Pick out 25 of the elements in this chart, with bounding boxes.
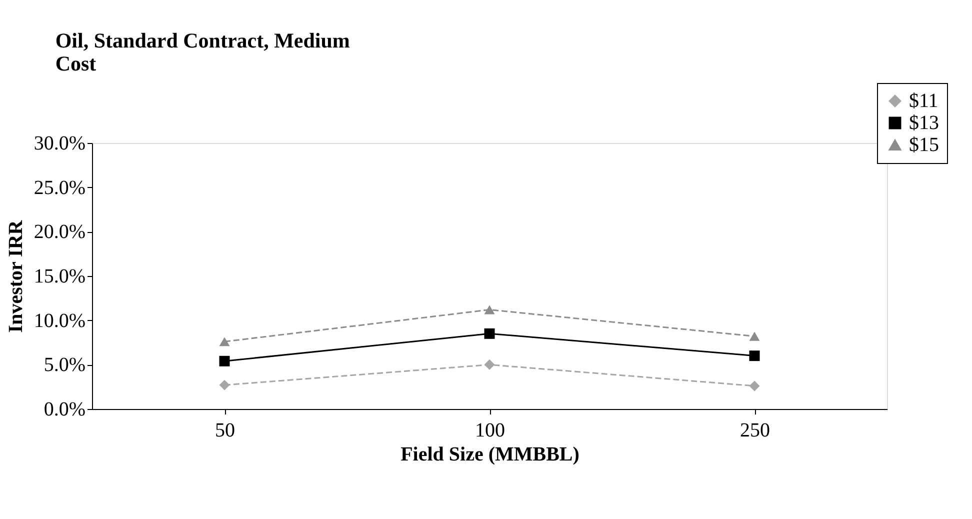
y-tick-label: 5.0% bbox=[44, 354, 86, 376]
chart-title: Oil, Standard Contract, Medium Cost bbox=[55, 28, 350, 76]
point bbox=[484, 359, 495, 370]
point bbox=[749, 350, 760, 362]
x-tick-label: 250 bbox=[740, 420, 770, 442]
legend-label: $11 bbox=[909, 90, 938, 112]
legend-label: $15 bbox=[909, 134, 939, 156]
legend-label: $13 bbox=[909, 112, 939, 134]
point bbox=[219, 337, 230, 346]
y-axis-title: Investor IRR bbox=[4, 220, 27, 333]
point bbox=[219, 356, 230, 366]
y-tick-label: 25.0% bbox=[34, 176, 86, 199]
x-tick-label: 50 bbox=[215, 420, 235, 442]
y-tick-label: 10.0% bbox=[34, 310, 86, 332]
point bbox=[484, 328, 495, 339]
point bbox=[484, 305, 495, 314]
y-tick-label: 15.0% bbox=[34, 266, 86, 288]
point bbox=[749, 332, 760, 341]
y-tick-label: 30.0% bbox=[34, 132, 86, 154]
y-tick-label: 0.0% bbox=[44, 398, 86, 420]
point bbox=[749, 380, 760, 392]
x-axis-title: Field Size (MMBBL) bbox=[400, 444, 580, 466]
y-tick-label: 20.0% bbox=[34, 221, 86, 244]
x-tick-label: 100 bbox=[475, 420, 505, 442]
point bbox=[219, 380, 230, 390]
